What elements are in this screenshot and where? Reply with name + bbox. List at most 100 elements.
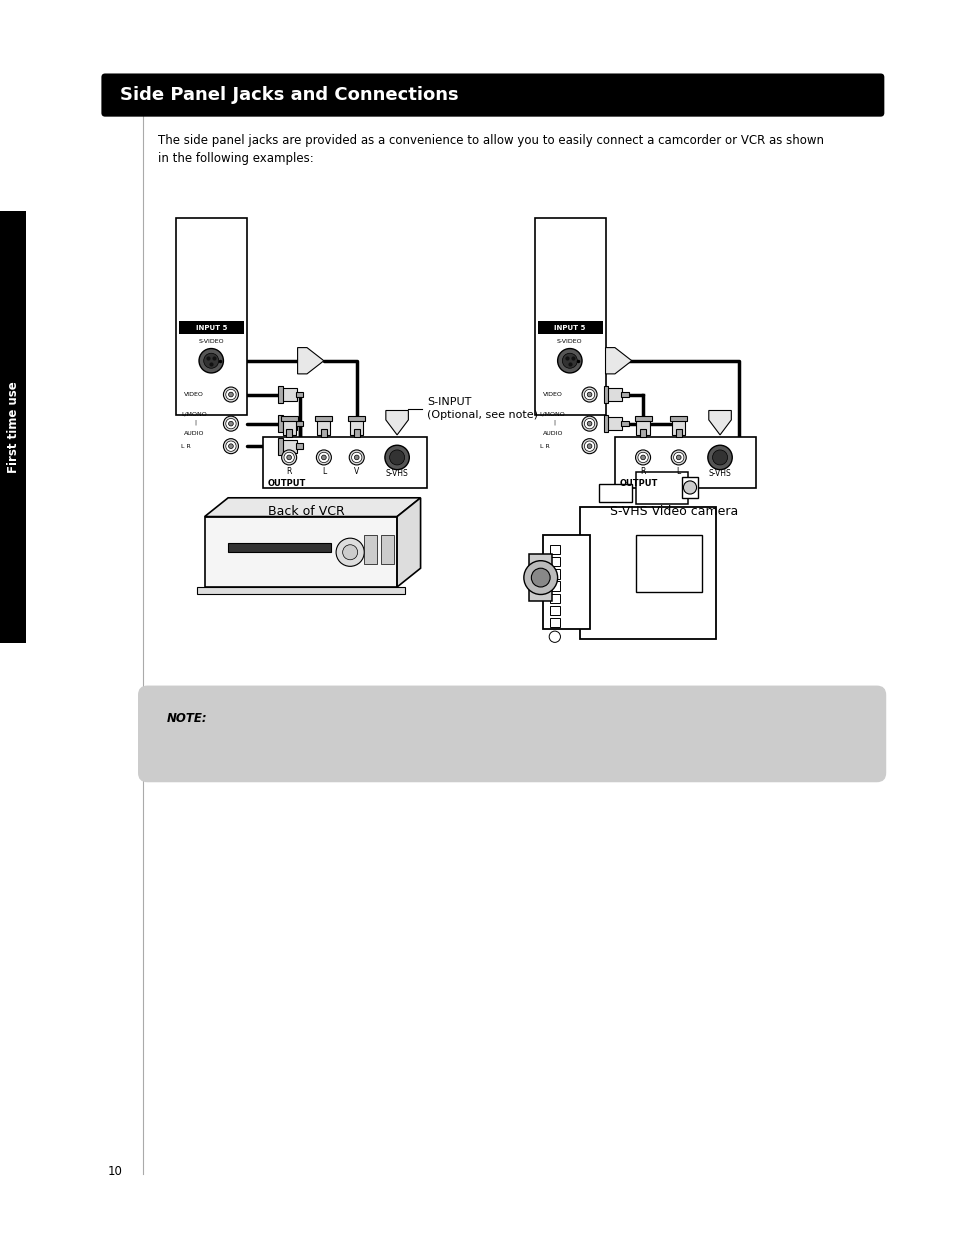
Circle shape [199, 348, 223, 373]
Bar [176, 219, 247, 415]
Circle shape [523, 561, 558, 594]
Text: R: R [639, 467, 645, 475]
Text: L/MONO: L/MONO [181, 411, 207, 416]
Circle shape [284, 452, 294, 463]
Text: L R: L R [181, 443, 191, 448]
Text: S-VIDEO: S-VIDEO [198, 340, 224, 345]
Circle shape [229, 443, 233, 448]
Text: R: R [286, 467, 292, 475]
Polygon shape [297, 347, 323, 374]
Circle shape [584, 419, 594, 429]
Circle shape [226, 419, 235, 429]
Bar [615, 437, 755, 488]
Circle shape [226, 441, 235, 451]
Bar [179, 321, 244, 335]
Circle shape [584, 389, 594, 400]
Text: OUTPUT: OUTPUT [618, 479, 658, 488]
Bar [620, 421, 628, 426]
Circle shape [229, 421, 233, 426]
Bar [286, 430, 292, 437]
Text: INPUT 5: INPUT 5 [195, 325, 227, 331]
Text: S-VHS Video camera: S-VHS Video camera [610, 505, 738, 519]
Bar [542, 535, 589, 630]
Circle shape [712, 450, 727, 464]
Bar [364, 535, 377, 563]
Circle shape [673, 452, 683, 463]
Text: The side panel jacks are provided as a convenience to allow you to easily connec: The side panel jacks are provided as a c… [157, 133, 822, 164]
Circle shape [321, 454, 326, 459]
Text: Back of VCR: Back of VCR [267, 505, 344, 519]
Text: S-VIDEO: S-VIDEO [557, 340, 582, 345]
Bar [550, 582, 558, 590]
Bar [634, 416, 651, 421]
Bar [550, 594, 558, 603]
Bar [603, 415, 608, 432]
Circle shape [671, 450, 685, 464]
Circle shape [342, 545, 357, 559]
Bar [263, 437, 427, 488]
Bar [636, 535, 701, 592]
Bar [680, 477, 698, 498]
Circle shape [558, 348, 581, 373]
Polygon shape [205, 498, 420, 516]
Circle shape [349, 450, 364, 464]
Circle shape [226, 389, 235, 400]
Text: First time use: First time use [7, 382, 20, 473]
Bar [277, 387, 282, 403]
Circle shape [640, 454, 645, 459]
Text: S-INPUT
(Optional, see note): S-INPUT (Optional, see note) [427, 396, 537, 420]
Circle shape [223, 416, 238, 431]
Circle shape [335, 538, 364, 567]
Bar [528, 555, 552, 601]
Bar [197, 587, 404, 594]
Text: VIDEO: VIDEO [542, 391, 562, 396]
Bar [639, 430, 645, 437]
Bar [348, 416, 365, 421]
Text: NOTE:: NOTE: [167, 711, 208, 725]
Bar [321, 430, 326, 437]
Circle shape [223, 438, 238, 453]
Circle shape [707, 446, 732, 469]
Circle shape [389, 450, 404, 464]
Bar [279, 440, 296, 453]
Text: L: L [676, 467, 680, 475]
Circle shape [229, 393, 233, 396]
Bar [537, 321, 602, 335]
Bar [550, 618, 558, 627]
Circle shape [204, 353, 218, 368]
Bar [205, 516, 396, 587]
Text: INPUT 5: INPUT 5 [554, 325, 585, 331]
Bar [670, 416, 686, 421]
Text: OUTPUT: OUTPUT [267, 479, 306, 488]
Text: |: | [553, 420, 555, 425]
Bar [277, 415, 282, 432]
Text: L: L [321, 467, 326, 475]
Circle shape [587, 421, 591, 426]
Bar [277, 437, 282, 454]
Bar [636, 417, 649, 435]
Circle shape [581, 416, 597, 431]
Bar [676, 430, 680, 437]
Bar [350, 417, 363, 435]
Polygon shape [396, 498, 420, 587]
Text: 10: 10 [108, 1166, 123, 1178]
Bar [672, 417, 684, 435]
Circle shape [635, 450, 650, 464]
Circle shape [531, 568, 550, 587]
Bar [279, 388, 296, 401]
Circle shape [549, 631, 559, 642]
Bar [579, 508, 716, 638]
Bar [550, 605, 558, 615]
Circle shape [287, 454, 292, 459]
Circle shape [223, 387, 238, 403]
Bar [550, 545, 558, 555]
Circle shape [638, 452, 647, 463]
Text: Side Panel Jacks and Connections: Side Panel Jacks and Connections [120, 86, 458, 104]
Bar [598, 484, 631, 503]
Bar [295, 391, 303, 398]
Circle shape [587, 393, 591, 396]
Circle shape [316, 450, 331, 464]
FancyBboxPatch shape [138, 685, 885, 782]
Circle shape [318, 452, 329, 463]
Text: |: | [194, 420, 196, 425]
